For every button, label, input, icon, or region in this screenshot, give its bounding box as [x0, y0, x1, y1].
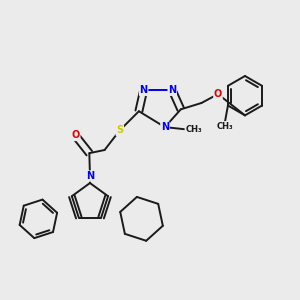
Text: O: O — [214, 89, 222, 99]
Text: CH₃: CH₃ — [185, 125, 202, 134]
Text: N: N — [161, 122, 169, 132]
Text: N: N — [168, 85, 176, 95]
Text: N: N — [140, 85, 148, 95]
Text: CH₃: CH₃ — [216, 122, 233, 131]
Text: N: N — [86, 171, 94, 181]
Text: S: S — [116, 125, 123, 135]
Text: O: O — [71, 130, 80, 140]
